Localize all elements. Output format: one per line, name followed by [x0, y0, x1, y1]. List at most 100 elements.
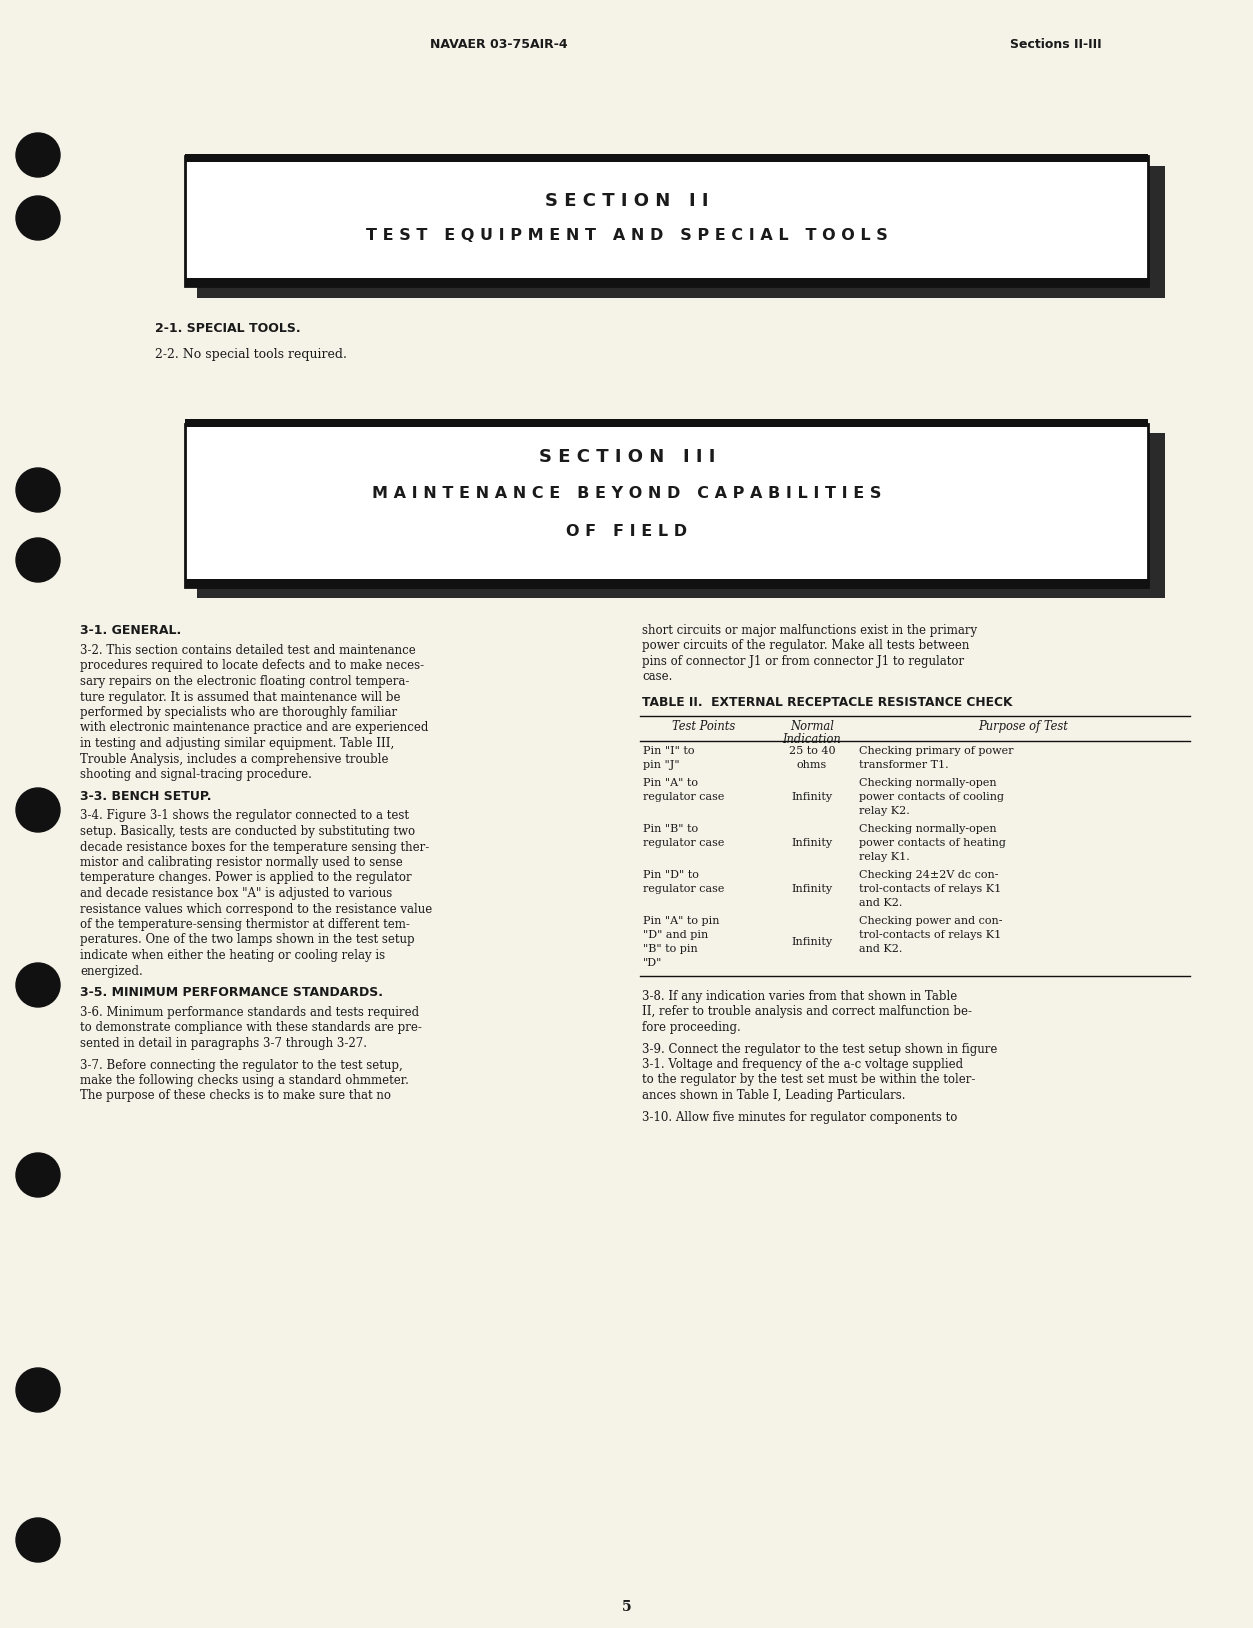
Text: Checking 24±2V dc con-: Checking 24±2V dc con-: [860, 869, 999, 881]
Circle shape: [16, 1153, 60, 1197]
Text: mistor and calibrating resistor normally used to sense: mistor and calibrating resistor normally…: [80, 856, 402, 869]
Text: trol-contacts of relays K1: trol-contacts of relays K1: [860, 930, 1001, 939]
Text: regulator case: regulator case: [643, 838, 724, 848]
Text: II, refer to trouble analysis and correct malfunction be-: II, refer to trouble analysis and correc…: [642, 1006, 972, 1019]
Circle shape: [16, 788, 60, 832]
Text: Infinity: Infinity: [792, 884, 832, 894]
Text: Checking primary of power: Checking primary of power: [860, 746, 1014, 755]
Text: shooting and signal-tracing procedure.: shooting and signal-tracing procedure.: [80, 768, 312, 781]
Text: Pin "I" to: Pin "I" to: [643, 746, 694, 755]
Text: 3-6. Minimum performance standards and tests required: 3-6. Minimum performance standards and t…: [80, 1006, 419, 1019]
Text: ohms: ohms: [797, 760, 827, 770]
Text: power circuits of the regulator. Make all tests between: power circuits of the regulator. Make al…: [642, 640, 970, 653]
Text: 3-7. Before connecting the regulator to the test setup,: 3-7. Before connecting the regulator to …: [80, 1058, 402, 1071]
Bar: [185, 156, 1148, 287]
Text: ture regulator. It is assumed that maintenance will be: ture regulator. It is assumed that maint…: [80, 690, 401, 703]
Text: resistance values which correspond to the resistance value: resistance values which correspond to th…: [80, 902, 432, 915]
Text: pin "J": pin "J": [643, 760, 679, 770]
Text: indicate when either the heating or cooling relay is: indicate when either the heating or cool…: [80, 949, 385, 962]
Text: 3-4. Figure 3-1 shows the regulator connected to a test: 3-4. Figure 3-1 shows the regulator conn…: [80, 809, 408, 822]
Text: to the regulator by the test set must be within the toler-: to the regulator by the test set must be…: [642, 1073, 975, 1086]
Bar: [185, 278, 1148, 287]
Text: and K2.: and K2.: [860, 899, 902, 908]
Bar: [185, 155, 1148, 163]
Text: 3-10. Allow five minutes for regulator components to: 3-10. Allow five minutes for regulator c…: [642, 1110, 957, 1123]
Text: Indication: Indication: [783, 733, 841, 746]
Text: regulator case: regulator case: [643, 791, 724, 803]
Text: "B" to pin: "B" to pin: [643, 944, 698, 954]
Text: transformer T1.: transformer T1.: [860, 760, 949, 770]
Text: "D" and pin: "D" and pin: [643, 930, 708, 939]
Text: NAVAER 03-75AIR-4: NAVAER 03-75AIR-4: [430, 37, 568, 50]
Text: in testing and adjusting similar equipment. Table III,: in testing and adjusting similar equipme…: [80, 737, 395, 751]
Text: procedures required to locate defects and to make neces-: procedures required to locate defects an…: [80, 659, 424, 672]
Text: temperature changes. Power is applied to the regulator: temperature changes. Power is applied to…: [80, 871, 412, 884]
Text: 3-9. Connect the regulator to the test setup shown in figure: 3-9. Connect the regulator to the test s…: [642, 1042, 997, 1055]
Text: pins of connector J1 or from connector J1 to regulator: pins of connector J1 or from connector J…: [642, 654, 964, 667]
Text: O F   F I E L D: O F F I E L D: [566, 524, 688, 539]
Circle shape: [16, 537, 60, 581]
Text: 2-1. SPECIAL TOOLS.: 2-1. SPECIAL TOOLS.: [155, 322, 301, 335]
Text: setup. Basically, tests are conducted by substituting two: setup. Basically, tests are conducted by…: [80, 825, 415, 838]
Text: power contacts of cooling: power contacts of cooling: [860, 791, 1004, 803]
Circle shape: [16, 133, 60, 177]
Text: Checking normally-open: Checking normally-open: [860, 824, 996, 834]
Text: Pin "A" to: Pin "A" to: [643, 778, 698, 788]
Text: Pin "D" to: Pin "D" to: [643, 869, 699, 881]
Text: 3-1. GENERAL.: 3-1. GENERAL.: [80, 624, 182, 637]
Text: Normal: Normal: [791, 720, 834, 733]
Text: Checking normally-open: Checking normally-open: [860, 778, 996, 788]
Text: sented in detail in paragraphs 3-7 through 3-27.: sented in detail in paragraphs 3-7 throu…: [80, 1037, 367, 1050]
Text: Infinity: Infinity: [792, 791, 832, 803]
Text: 3-1. Voltage and frequency of the a-c voltage supplied: 3-1. Voltage and frequency of the a-c vo…: [642, 1058, 964, 1071]
Text: TABLE II.  EXTERNAL RECEPTACLE RESISTANCE CHECK: TABLE II. EXTERNAL RECEPTACLE RESISTANCE…: [642, 697, 1012, 710]
Bar: [185, 423, 1148, 588]
Circle shape: [16, 1517, 60, 1561]
Text: Pin "B" to: Pin "B" to: [643, 824, 698, 834]
Text: Trouble Analysis, includes a comprehensive trouble: Trouble Analysis, includes a comprehensi…: [80, 752, 388, 765]
Text: Checking power and con-: Checking power and con-: [860, 917, 1002, 926]
Circle shape: [16, 1368, 60, 1411]
Circle shape: [16, 195, 60, 239]
Text: S E C T I O N   I I: S E C T I O N I I: [545, 192, 709, 210]
Text: Pin "A" to pin: Pin "A" to pin: [643, 917, 719, 926]
Text: Test Points: Test Points: [673, 720, 736, 733]
Text: 3-2. This section contains detailed test and maintenance: 3-2. This section contains detailed test…: [80, 645, 416, 658]
Bar: [197, 166, 1165, 298]
Text: decade resistance boxes for the temperature sensing ther-: decade resistance boxes for the temperat…: [80, 840, 430, 853]
Text: and K2.: and K2.: [860, 944, 902, 954]
Text: peratures. One of the two lamps shown in the test setup: peratures. One of the two lamps shown in…: [80, 933, 415, 946]
Text: of the temperature-sensing thermistor at different tem-: of the temperature-sensing thermistor at…: [80, 918, 410, 931]
Text: with electronic maintenance practice and are experienced: with electronic maintenance practice and…: [80, 721, 429, 734]
Text: M A I N T E N A N C E   B E Y O N D   C A P A B I L I T I E S: M A I N T E N A N C E B E Y O N D C A P …: [372, 487, 882, 501]
Text: S E C T I O N   I I I: S E C T I O N I I I: [539, 448, 715, 466]
Bar: [197, 433, 1165, 597]
Text: relay K1.: relay K1.: [860, 851, 910, 861]
Text: and decade resistance box "A" is adjusted to various: and decade resistance box "A" is adjuste…: [80, 887, 392, 900]
Text: Infinity: Infinity: [792, 938, 832, 947]
Text: The purpose of these checks is to make sure that no: The purpose of these checks is to make s…: [80, 1089, 391, 1102]
Text: sary repairs on the electronic floating control tempera-: sary repairs on the electronic floating …: [80, 676, 410, 689]
Text: energized.: energized.: [80, 964, 143, 977]
Bar: [185, 580, 1148, 588]
Text: 25 to 40: 25 to 40: [788, 746, 836, 755]
Text: power contacts of heating: power contacts of heating: [860, 838, 1006, 848]
Bar: [185, 418, 1148, 427]
Text: ances shown in Table I, Leading Particulars.: ances shown in Table I, Leading Particul…: [642, 1089, 906, 1102]
Text: make the following checks using a standard ohmmeter.: make the following checks using a standa…: [80, 1074, 408, 1088]
Text: to demonstrate compliance with these standards are pre-: to demonstrate compliance with these sta…: [80, 1021, 422, 1034]
Text: Purpose of Test: Purpose of Test: [979, 720, 1068, 733]
Text: 3-8. If any indication varies from that shown in Table: 3-8. If any indication varies from that …: [642, 990, 957, 1003]
Text: performed by specialists who are thoroughly familiar: performed by specialists who are thoroug…: [80, 707, 397, 720]
Text: Infinity: Infinity: [792, 838, 832, 848]
Text: case.: case.: [642, 671, 673, 684]
Text: "D": "D": [643, 957, 663, 969]
Text: relay K2.: relay K2.: [860, 806, 910, 816]
Text: short circuits or major malfunctions exist in the primary: short circuits or major malfunctions exi…: [642, 624, 977, 637]
Circle shape: [16, 964, 60, 1008]
Circle shape: [16, 467, 60, 511]
Text: fore proceeding.: fore proceeding.: [642, 1021, 741, 1034]
Text: regulator case: regulator case: [643, 884, 724, 894]
Text: T E S T   E Q U I P M E N T   A N D   S P E C I A L   T O O L S: T E S T E Q U I P M E N T A N D S P E C …: [366, 228, 888, 243]
Text: 3-5. MINIMUM PERFORMANCE STANDARDS.: 3-5. MINIMUM PERFORMANCE STANDARDS.: [80, 987, 383, 1000]
